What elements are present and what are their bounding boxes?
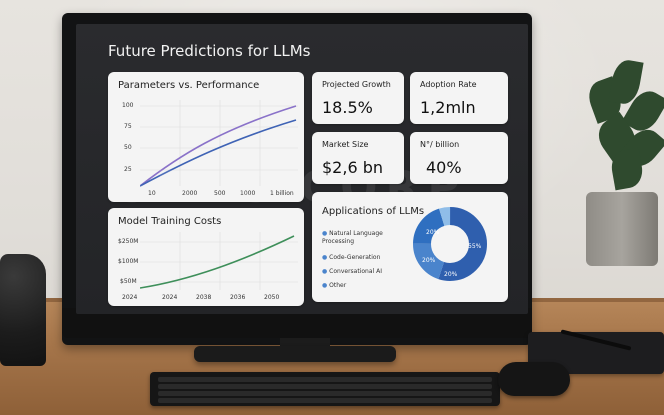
donut-label-20-top: 20% [426,229,440,236]
x-tick: 10 [148,190,156,197]
performance-line-blue [140,119,297,187]
market-size-value: $2,6 bn [322,158,384,177]
x-tick: 1 billion [270,190,294,197]
training-costs-panel[interactable]: Model Training Costs $250M $100M $50M 20… [108,208,304,306]
x-tick: 2024 [162,294,178,301]
y-tick: $250M [118,238,139,245]
legend-item: ● Other [322,282,347,289]
dashboard-title: Future Predictions for LLMs [108,42,311,60]
n-billion-card[interactable]: N°/ billion 40% [410,132,508,184]
y-tick: 50 [124,144,132,151]
monitor-screen: Future Predictions for LLMs Parameters v… [76,24,528,314]
costs-line [140,235,295,289]
y-tick: 100 [122,102,134,109]
donut-label-55: 55% [468,243,482,250]
donut-slice-bottom [413,207,487,281]
y-tick: 25 [124,166,132,173]
adoption-rate-label: Adoption Rate [420,80,477,89]
parameters-performance-panel[interactable]: Parameters vs. Performance 100 75 50 25 … [108,72,304,202]
x-tick: 1000 [240,190,256,197]
donut-label-20-bottom: 20% [444,271,458,278]
market-size-card[interactable]: Market Size $2,6 bn [312,132,404,184]
performance-line-purple [140,105,297,187]
x-tick: 500 [214,190,226,197]
legend-bullet-icon: ● [322,230,328,237]
applications-panel[interactable]: Applications of LLMs ● Natural Language … [312,192,508,302]
mouse[interactable] [498,362,570,396]
monitor-stand-base [194,346,396,362]
projected-growth-label: Projected Growth [322,80,391,89]
speaker [0,254,46,366]
n-billion-value: 40% [426,158,462,177]
applications-donut-chart: 20% 55% 20% 20% [413,207,487,281]
parameters-performance-chart [140,100,298,187]
donut-slice-top-left [413,207,487,281]
training-costs-title: Model Training Costs [118,216,222,227]
training-costs-chart [140,232,298,290]
donut-label-20-left: 20% [422,257,436,264]
legend-bullet-icon: ● [322,282,328,289]
market-size-label: Market Size [322,140,369,149]
x-tick: 2050 [264,294,280,301]
x-tick: 2038 [196,294,212,301]
x-tick: 2024 [122,294,138,301]
y-tick: $100M [118,258,139,265]
legend-bullet-icon: ● [322,268,328,275]
projected-growth-card[interactable]: Projected Growth 18.5% [312,72,404,124]
legend-item: ● Conversational AI [322,268,382,275]
plant-pot [586,192,658,266]
parameters-performance-title: Parameters vs. Performance [118,80,260,91]
n-billion-label: N°/ billion [420,140,460,149]
applications-title: Applications of LLMs [322,206,425,217]
adoption-rate-value: 1,2mln [420,98,476,117]
projected-growth-value: 18.5% [322,98,373,117]
y-tick: 75 [124,123,132,130]
x-tick: 2000 [182,190,198,197]
keyboard[interactable] [150,372,500,406]
legend-item: ● Code-Generation [322,254,381,261]
legend-item: ● Natural Language Processing [322,230,383,245]
y-tick: $50M [120,278,137,285]
x-tick: 2036 [230,294,246,301]
adoption-rate-card[interactable]: Adoption Rate 1,2mln [410,72,508,124]
legend-bullet-icon: ● [322,254,328,261]
